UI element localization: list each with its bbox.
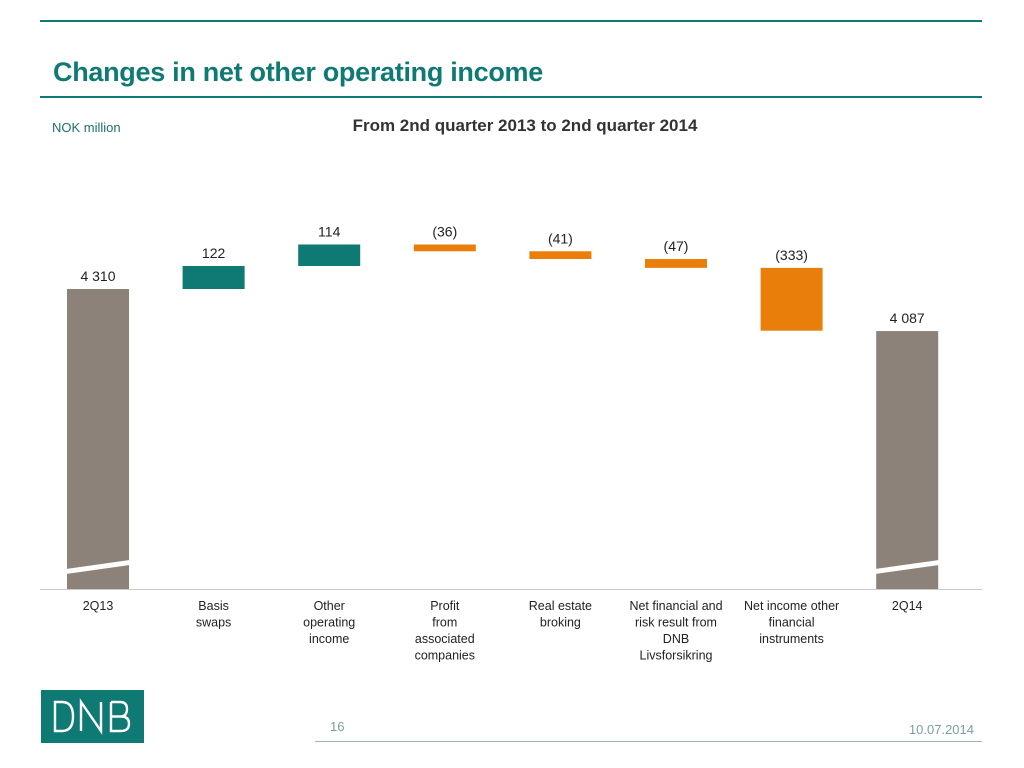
category-label-line: operating xyxy=(303,616,355,630)
category-label-4: Real estate broking xyxy=(529,599,592,630)
category-label-line: financial xyxy=(769,616,815,630)
category-label-line: risk result from xyxy=(635,616,717,630)
slide-title: Changes in net other operating income xyxy=(53,57,543,87)
axis-break-0 xyxy=(66,560,130,574)
category-label-5: Net financial and risk result from DNB Livs… xyxy=(629,599,722,663)
category-label-line: income xyxy=(309,632,349,646)
category-label-3: Profit from associated companies xyxy=(415,599,475,663)
page-number: 16 xyxy=(330,719,345,734)
category-label-line: Net financial and xyxy=(629,599,722,613)
value-label-2: 114 xyxy=(318,223,341,239)
top-rule xyxy=(40,20,982,22)
bar-7 xyxy=(876,331,939,589)
category-label-line: instruments xyxy=(759,632,824,646)
category-label-line: 2Q13 xyxy=(83,599,114,613)
chart-title: From 2nd quarter 2013 to 2nd quarter 201… xyxy=(352,116,698,135)
dnb-logo-mark xyxy=(53,698,131,735)
bar-3 xyxy=(413,244,476,252)
category-label-line: Real estate xyxy=(529,599,592,613)
category-label-0: 2Q13 xyxy=(83,599,114,613)
footer-rule xyxy=(315,741,982,742)
category-label-line: DNB xyxy=(663,632,689,646)
bar-4 xyxy=(529,251,592,260)
waterfall-chart: 4 310 2Q13 122 Basis swaps 114 Other operating i… xyxy=(40,223,982,663)
category-label-line: Profit xyxy=(430,599,460,613)
bar-2 xyxy=(298,244,361,266)
dnb-logo xyxy=(41,690,144,743)
category-label-1: Basis swaps xyxy=(196,599,231,630)
value-label-7: 4 087 xyxy=(890,310,925,326)
value-label-1: 122 xyxy=(202,245,226,261)
category-label-line: companies xyxy=(415,649,475,663)
category-label-7: 2Q14 xyxy=(892,599,923,613)
bar-1 xyxy=(182,265,245,289)
category-label-line: broking xyxy=(540,616,581,630)
category-label-6: Net income other financial instruments xyxy=(744,599,839,646)
axis-break-7 xyxy=(875,560,940,574)
unit-label: NOK million xyxy=(52,120,121,135)
value-label-6: (333) xyxy=(775,247,808,263)
category-label-line: Basis xyxy=(198,599,229,613)
bar-5 xyxy=(645,259,707,268)
slide-date: 10.07.2014 xyxy=(908,722,974,737)
bar-6 xyxy=(760,267,823,331)
category-label-line: Net income other xyxy=(744,599,839,613)
category-label-line: Livsforsikring xyxy=(640,649,713,663)
category-label-line: 2Q14 xyxy=(892,599,923,613)
value-label-4: (41) xyxy=(548,230,573,246)
category-label-line: Other xyxy=(314,599,345,613)
category-label-line: from xyxy=(432,616,457,630)
category-label-line: swaps xyxy=(196,616,231,630)
value-label-0: 4 310 xyxy=(80,268,115,284)
title-rule xyxy=(40,96,982,98)
value-label-3: (36) xyxy=(432,223,457,239)
category-label-line: associated xyxy=(415,632,475,646)
value-label-5: (47) xyxy=(664,238,689,254)
category-label-2: Other operating income xyxy=(303,599,355,646)
bar-0 xyxy=(67,289,129,589)
